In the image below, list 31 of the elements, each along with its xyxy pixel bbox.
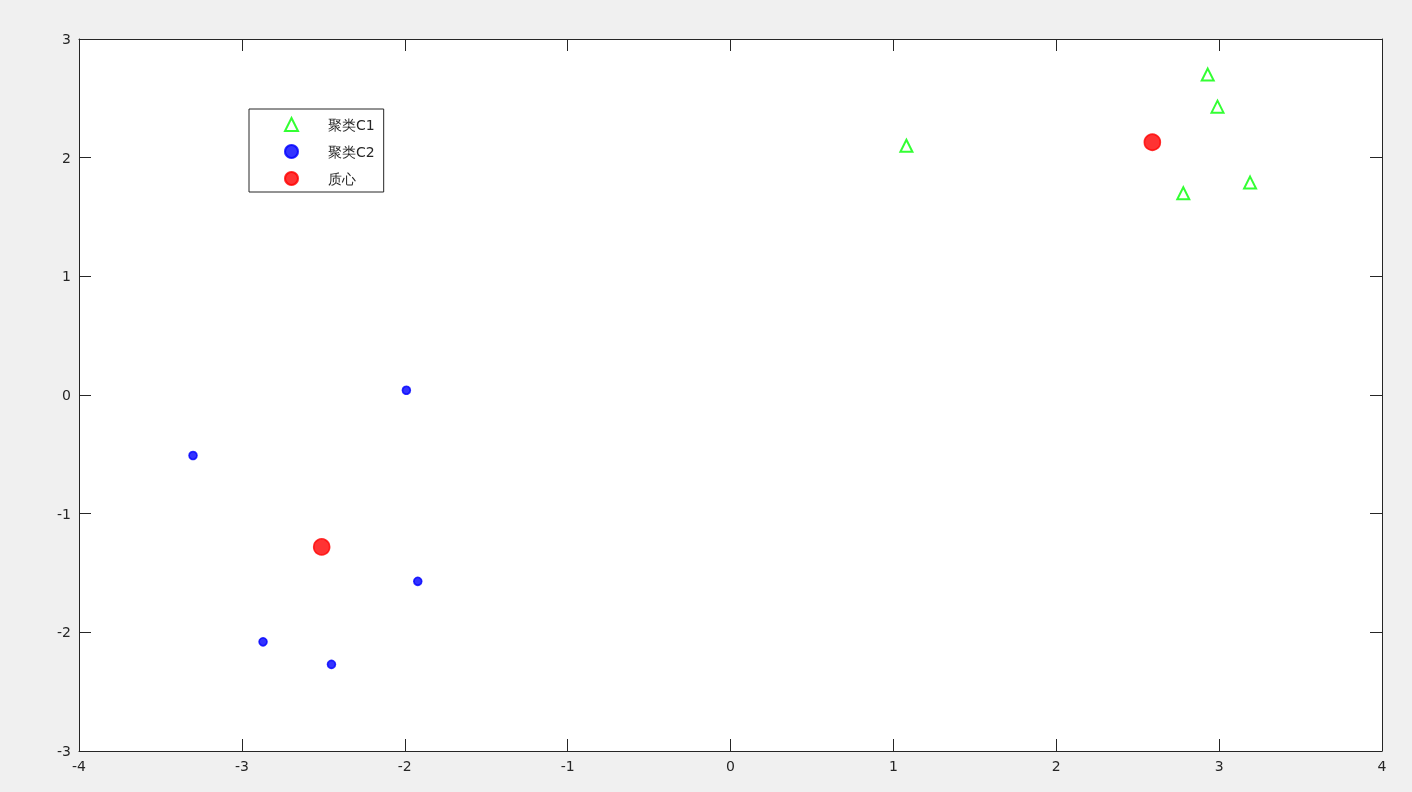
y-tick-label: 1 [62,268,71,285]
x-tick-label: -2 [397,758,412,774]
point [1243,175,1258,190]
y-tick-label: 3 [62,31,71,47]
point [412,576,423,587]
point [326,659,337,670]
point [188,450,198,461]
point [1176,186,1191,201]
x-tick-label: -3 [234,758,249,774]
x-tick-label: 0 [726,758,735,774]
point [1143,133,1162,152]
y-tick-label: 2 [62,149,71,166]
legend-label: 聚类C2 [328,143,375,160]
x-tick-label: 4 [1377,758,1387,774]
x-tick-label: -1 [560,758,575,774]
x-tick-label: 1 [888,758,898,774]
y-tick-label: -3 [57,743,71,759]
x-tick-label: 3 [1214,758,1224,774]
legend-label: 质心 [328,170,356,187]
y-tick-label: 0 [62,387,71,403]
x-tick-label: -4 [72,758,87,774]
point [1210,99,1225,114]
x-tick-label: 2 [1051,758,1061,774]
legend-label: 聚类C1 [328,116,375,133]
y-tick-label: -1 [57,505,71,522]
y-tick-label: -2 [57,624,71,641]
point [401,385,412,396]
point [258,637,268,647]
point [312,538,331,556]
point [1200,67,1215,82]
point [899,138,914,153]
